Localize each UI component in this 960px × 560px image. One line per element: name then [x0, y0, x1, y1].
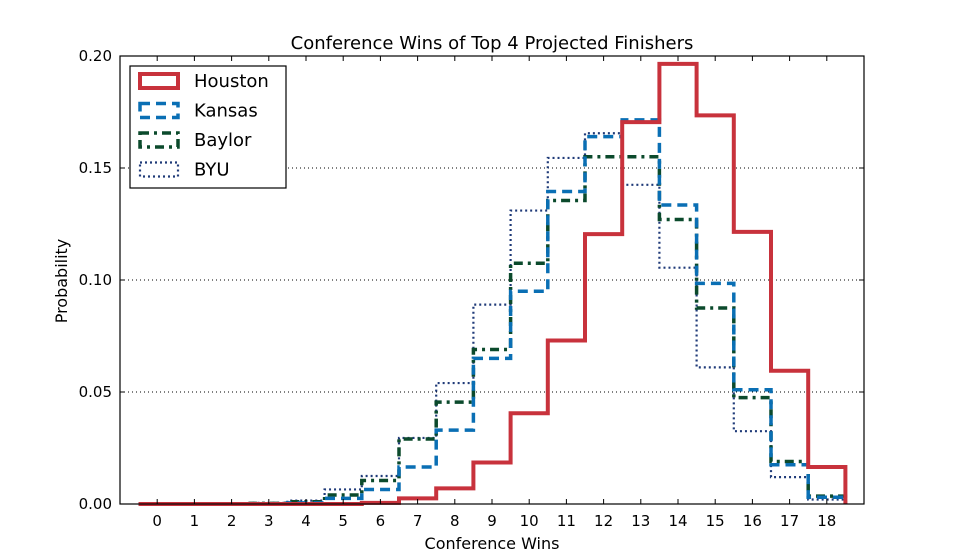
x-tick-label: 18: [817, 512, 836, 530]
legend-swatch-byu: [138, 161, 180, 178]
y-tick-label: 0.10: [79, 271, 112, 289]
legend-label-kansas: Kansas: [194, 101, 258, 122]
x-tick-label: 11: [557, 512, 576, 530]
x-tick-label: 12: [594, 512, 613, 530]
y-tick-label: 0.05: [79, 383, 112, 401]
x-tick-label: 4: [301, 512, 311, 530]
legend-swatch-baylor: [138, 131, 180, 149]
x-tick-label: 6: [376, 512, 386, 530]
y-axis-label: Probability: [52, 239, 71, 324]
chart-title: Conference Wins of Top 4 Projected Finis…: [291, 33, 694, 54]
legend: Houston Kansas Baylor BYU: [129, 65, 287, 189]
x-tick-label: 14: [668, 512, 687, 530]
y-tick-label: 0.20: [79, 47, 112, 65]
legend-label-baylor: Baylor: [194, 130, 252, 151]
series-baylor: [138, 155, 848, 506]
legend-label-houston: Houston: [194, 71, 269, 92]
legend-swatch-houston: [138, 72, 180, 90]
x-tick-label: 0: [152, 512, 162, 530]
legend-swatch-kansas: [138, 101, 180, 120]
x-tick-label: 7: [413, 512, 423, 530]
x-tick-label: 5: [338, 512, 348, 530]
x-tick-label: 9: [487, 512, 497, 530]
series-byu: [138, 132, 847, 506]
x-tick-label: 8: [450, 512, 460, 530]
x-tick-label: 2: [227, 512, 237, 530]
ticks: 0.000.050.100.150.200 1 2 3 4 5 6 7 8 9 10 11 12 13 14…: [79, 47, 864, 530]
x-axis-label: Conference Wins: [425, 534, 560, 553]
x-tick-label: 13: [631, 512, 650, 530]
x-tick-label: 15: [706, 512, 725, 530]
x-tick-label: 1: [190, 512, 200, 530]
x-tick-label: 3: [264, 512, 274, 530]
legend-label-byu: BYU: [194, 160, 230, 181]
y-tick-label: 0.00: [79, 495, 112, 513]
y-tick-label: 0.15: [79, 159, 112, 177]
x-tick-label: 10: [520, 512, 539, 530]
x-tick-label: 16: [743, 512, 762, 530]
x-tick-label: 17: [780, 512, 799, 530]
